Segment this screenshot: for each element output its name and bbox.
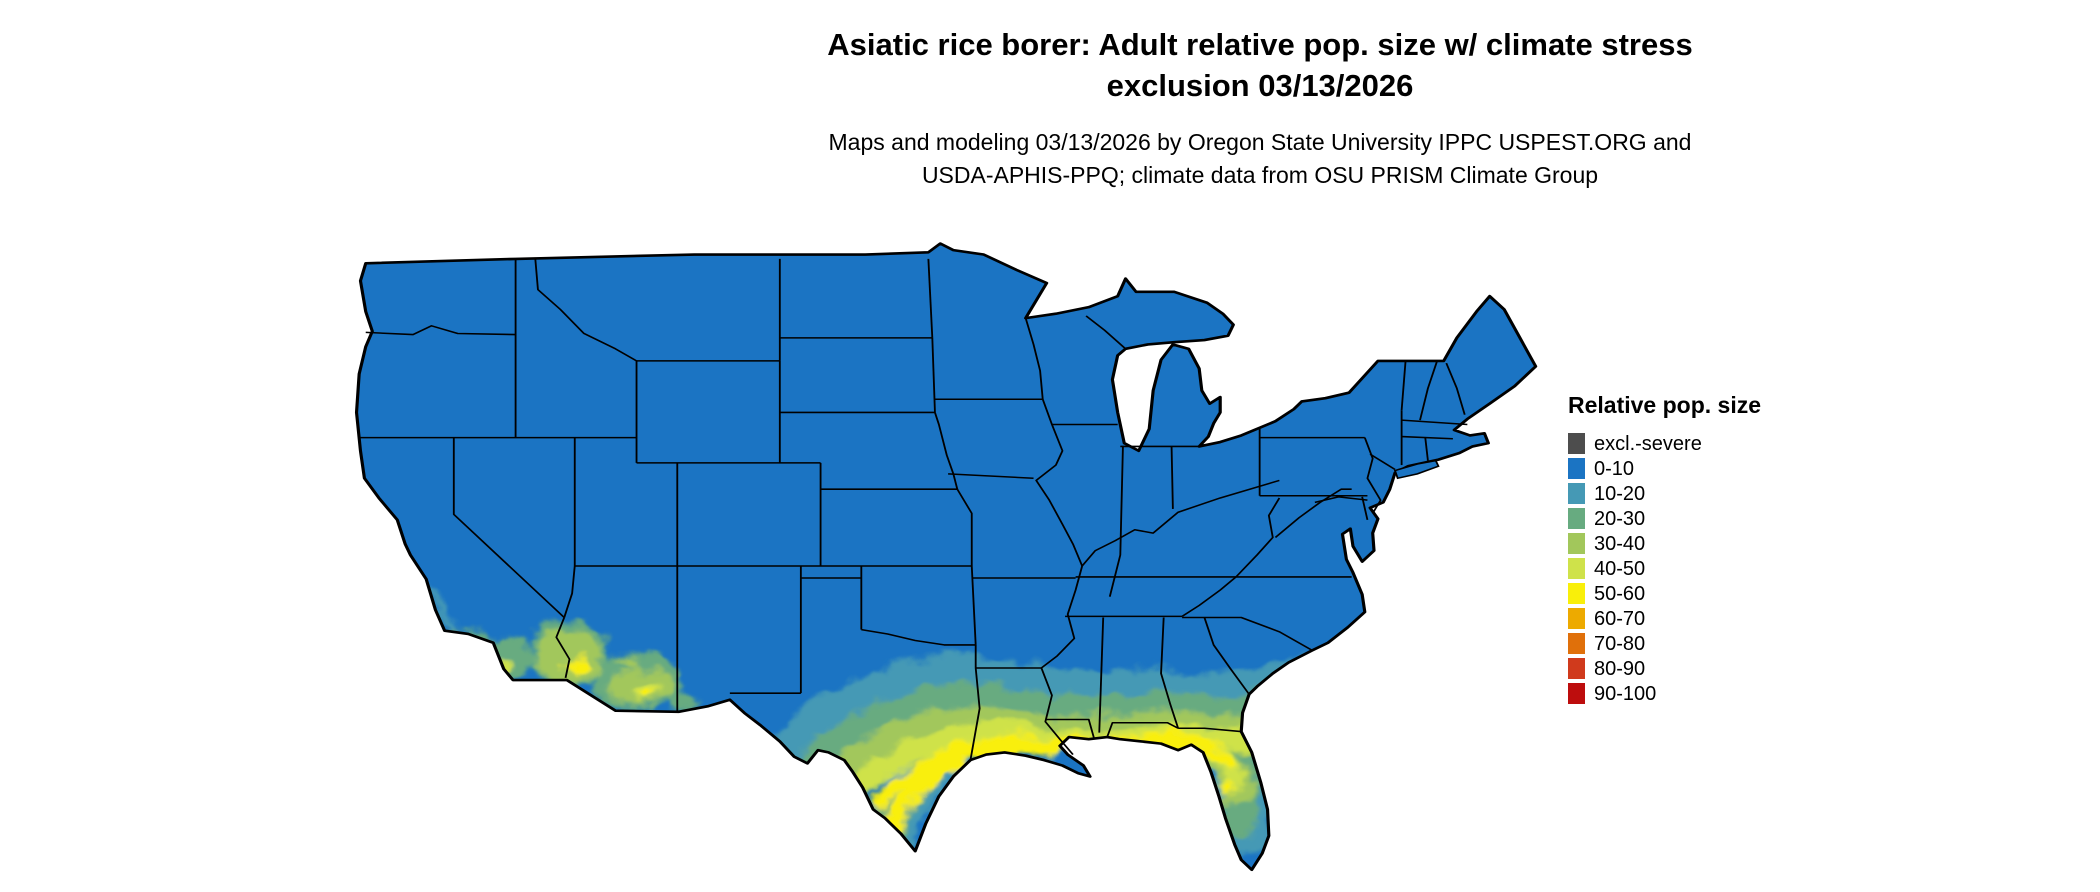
header: Asiatic rice borer: Adult relative pop. …	[460, 24, 2060, 192]
legend-title: Relative pop. size	[1568, 392, 1762, 418]
legend-row: 80-90	[1568, 656, 1761, 681]
seca-patch-inner	[535, 629, 604, 683]
page-title-line2: exclusion 03/13/2026	[1106, 68, 1414, 103]
legend-swatch	[1568, 633, 1585, 654]
page-title-line1: Asiatic rice borer: Adult relative pop. …	[827, 27, 1693, 62]
legend-label: 50-60	[1594, 582, 1646, 605]
legend-swatch	[1568, 608, 1585, 629]
legend-label: 10-20	[1594, 482, 1646, 505]
saz-yellow-speck	[639, 687, 653, 699]
legend-row: 50-60	[1568, 581, 1761, 606]
page-subtitle-line2: USDA-APHIS-PPQ; climate data from OSU PR…	[921, 162, 1599, 188]
long-island	[1393, 459, 1440, 480]
legend-row: 40-50	[1568, 556, 1761, 581]
population-gradient-overlay	[424, 584, 1346, 863]
legend-label: 40-50	[1594, 557, 1646, 580]
legend-row: excl.-severe	[1568, 431, 1761, 456]
legend-label: 90-100	[1594, 682, 1657, 705]
legend-swatch	[1568, 683, 1585, 704]
legend-swatch	[1568, 558, 1585, 579]
page-subtitle: Maps and modeling 03/13/2026 by Oregon S…	[460, 126, 2060, 192]
legend-label: 70-80	[1594, 632, 1646, 655]
state-borders	[360, 258, 1468, 761]
legend-row: 90-100	[1568, 681, 1761, 706]
legend-swatch	[1568, 658, 1585, 679]
swnm-patch	[670, 688, 698, 711]
legend-label: excl.-severe	[1594, 432, 1702, 455]
legend-row: 30-40	[1568, 531, 1761, 556]
legend-label: 0-10	[1594, 457, 1635, 480]
page-title: Asiatic rice borer: Adult relative pop. …	[460, 24, 2060, 106]
az-speck	[622, 656, 636, 668]
legend-label: 30-40	[1594, 532, 1646, 555]
legend-row: 20-30	[1568, 506, 1761, 531]
page-subtitle-line1: Maps and modeling 03/13/2026 by Oregon S…	[828, 129, 1692, 155]
cfl-yellow-speck	[1220, 782, 1234, 793]
legend-swatch	[1568, 433, 1585, 454]
legend-swatch	[1568, 533, 1585, 554]
us-map-svg	[354, 242, 1538, 872]
legend-label: 80-90	[1594, 657, 1646, 680]
legend-row: 70-80	[1568, 631, 1761, 656]
us-choropleth-map	[300, 226, 1562, 884]
legend-swatch	[1568, 483, 1585, 504]
legend-swatch	[1568, 458, 1585, 479]
legend: Relative pop. size excl.-severe 0-10 10-…	[1568, 392, 1761, 706]
us-outline	[354, 242, 1538, 872]
legend-row: 10-20	[1568, 481, 1761, 506]
legend-label: 20-30	[1594, 507, 1646, 530]
seca-yellow-speck	[565, 655, 587, 674]
legend-label: 60-70	[1594, 607, 1646, 630]
legend-row: 60-70	[1568, 606, 1761, 631]
legend-row: 0-10	[1568, 456, 1761, 481]
legend-swatch	[1568, 508, 1585, 529]
legend-swatch	[1568, 583, 1585, 604]
